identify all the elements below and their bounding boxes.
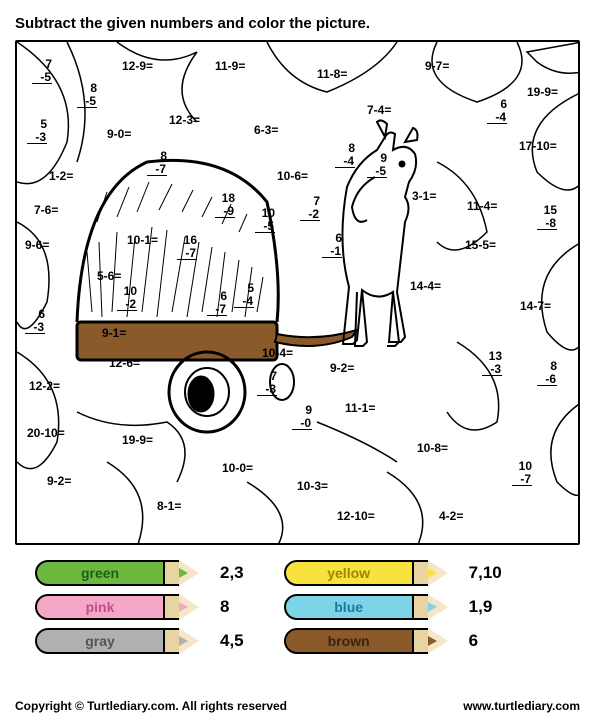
subtraction-problem: 11-9= — [215, 60, 245, 73]
subtraction-problem-vertical: 7-5 — [32, 58, 52, 84]
subtraction-problem: 9-1= — [102, 327, 126, 340]
subtraction-problem-vertical: 5-4 — [234, 282, 254, 308]
subtraction-problem: 9-0= — [107, 128, 131, 141]
subtraction-problem: 14-7= — [520, 300, 551, 313]
subtraction-problem: 9-6= — [25, 239, 49, 252]
subtraction-problem-vertical: 8-6 — [537, 360, 557, 386]
subtraction-problem: 11-8= — [317, 68, 347, 81]
subtraction-problem: 9-7= — [425, 60, 449, 73]
subtraction-problem: 19-9= — [122, 434, 153, 447]
legend-row-green: green 2,3 — [35, 560, 244, 586]
pencil-icon: blue — [284, 594, 459, 620]
subtraction-problem: 12-9= — [122, 60, 153, 73]
subtraction-problem-vertical: 7-3 — [257, 370, 277, 396]
legend-numbers: 4,5 — [220, 631, 244, 651]
subtraction-problem: 8-1= — [157, 500, 181, 513]
subtraction-problem: 17-10= — [519, 140, 557, 153]
subtraction-problem-vertical: 6-4 — [487, 98, 507, 124]
color-legend: green 2,3 pink 8 gray 4,5 yellow 7,10 blue 1,9 br… — [15, 560, 580, 654]
subtraction-problem-vertical: 6-3 — [25, 308, 45, 334]
subtraction-problem: 20-10= — [27, 427, 65, 440]
pencil-label: pink — [35, 594, 165, 620]
legend-row-yellow: yellow 7,10 — [284, 560, 502, 586]
subtraction-problem: 4-2= — [439, 510, 463, 523]
subtraction-problem-vertical: 7-2 — [300, 195, 320, 221]
legend-numbers: 1,9 — [469, 597, 493, 617]
legend-row-brown: brown 6 — [284, 628, 502, 654]
subtraction-problem-vertical: 10-5 — [255, 207, 275, 233]
subtraction-problem: 7-6= — [34, 204, 58, 217]
subtraction-problem: 19-9= — [527, 86, 558, 99]
subtraction-problem: 1-2= — [49, 170, 73, 183]
subtraction-problem-vertical: 9-0 — [292, 404, 312, 430]
coloring-picture: 12-9= 11-9= 11-8= 9-7= 19-9= 9-0= 12-3= 6-3= 7-4… — [15, 40, 580, 545]
subtraction-problem: 14-4= — [410, 280, 441, 293]
subtraction-problem-vertical: 8-4 — [335, 142, 355, 168]
pencil-icon: pink — [35, 594, 210, 620]
subtraction-problem-vertical: 10-2 — [117, 285, 137, 311]
subtraction-problem: 10-4= — [262, 347, 293, 360]
subtraction-problem: 10-3= — [297, 480, 328, 493]
subtraction-problem: 12-3= — [169, 114, 200, 127]
legend-row-gray: gray 4,5 — [35, 628, 244, 654]
instruction-text: Subtract the given numbers and color the… — [15, 15, 580, 32]
subtraction-problem-vertical: 9-5 — [367, 152, 387, 178]
pencil-label: brown — [284, 628, 414, 654]
subtraction-problem-vertical: 8-7 — [147, 150, 167, 176]
subtraction-problem: 11-1= — [345, 402, 375, 415]
subtraction-problem: 10-0= — [222, 462, 253, 475]
subtraction-problem-vertical: 10-7 — [512, 460, 532, 486]
subtraction-problem-vertical: 13-3 — [482, 350, 502, 376]
pencil-label: yellow — [284, 560, 414, 586]
copyright-text: Copyright © Turtlediary.com. All rights … — [15, 699, 287, 713]
pencil-icon: gray — [35, 628, 210, 654]
subtraction-problem-vertical: 5-3 — [27, 118, 47, 144]
subtraction-problem: 5-6= — [97, 270, 121, 283]
subtraction-problem: 7-4= — [367, 104, 391, 117]
subtraction-problem: 10-6= — [277, 170, 308, 183]
legend-row-blue: blue 1,9 — [284, 594, 502, 620]
legend-numbers: 6 — [469, 631, 478, 651]
pencil-icon: green — [35, 560, 210, 586]
subtraction-problem: 9-2= — [330, 362, 354, 375]
legend-row-pink: pink 8 — [35, 594, 244, 620]
pencil-label: blue — [284, 594, 414, 620]
subtraction-problem: 12-2= — [29, 380, 60, 393]
subtraction-problem: 10-1= — [127, 234, 158, 247]
subtraction-problem-vertical: 6-7 — [207, 290, 227, 316]
subtraction-problem-vertical: 8-5 — [77, 82, 97, 108]
subtraction-problem: 3-1= — [412, 190, 436, 203]
page-footer: Copyright © Turtlediary.com. All rights … — [15, 699, 580, 713]
subtraction-problem: 15-5= — [465, 239, 496, 252]
subtraction-problem: 6-3= — [254, 124, 278, 137]
subtraction-problem: 11-4= — [467, 200, 497, 213]
pencil-label: green — [35, 560, 165, 586]
pencil-icon: yellow — [284, 560, 459, 586]
subtraction-problem-vertical: 16-7 — [177, 234, 197, 260]
pencil-icon: brown — [284, 628, 459, 654]
site-url: www.turtlediary.com — [463, 699, 580, 713]
subtraction-problem-vertical: 6-1 — [322, 232, 342, 258]
subtraction-problem-vertical: 18-9 — [215, 192, 235, 218]
pencil-label: gray — [35, 628, 165, 654]
subtraction-problem: 10-8= — [417, 442, 448, 455]
legend-numbers: 8 — [220, 597, 229, 617]
subtraction-problem-vertical: 15-8 — [537, 204, 557, 230]
subtraction-problem: 12-6= — [109, 357, 140, 370]
legend-numbers: 2,3 — [220, 563, 244, 583]
subtraction-problem: 9-2= — [47, 475, 71, 488]
legend-numbers: 7,10 — [469, 563, 502, 583]
subtraction-problem: 12-10= — [337, 510, 375, 523]
